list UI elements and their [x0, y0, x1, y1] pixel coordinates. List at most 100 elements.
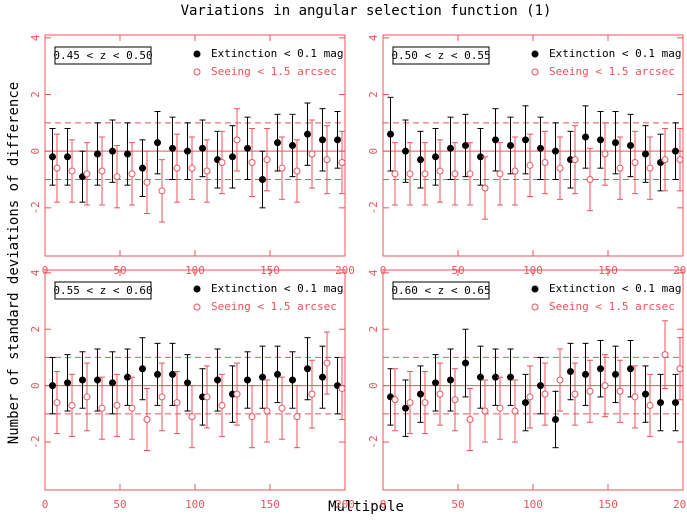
data-point [49, 153, 56, 161]
x-tick-label: 200 [335, 498, 355, 511]
data-point [49, 382, 56, 390]
data-point [319, 373, 326, 381]
y-tick-label: 0 [367, 148, 380, 155]
data-point [64, 153, 71, 161]
data-point [612, 139, 619, 147]
data-point [541, 159, 549, 166]
data-point [466, 170, 474, 178]
y-tick-label: 2 [29, 326, 42, 333]
legend-label: Extinction < 0.1 mag [211, 47, 343, 60]
data-point [556, 164, 564, 172]
data-point [53, 399, 61, 407]
legend-label: Extinction < 0.1 mag [211, 282, 343, 295]
data-point [642, 390, 649, 398]
data-point [113, 173, 121, 181]
legend-label: Seeing < 1.5 arcsec [211, 300, 337, 313]
data-point [646, 164, 654, 172]
y-tick-label: 2 [367, 326, 380, 333]
data-point [139, 164, 146, 172]
data-point [79, 376, 86, 384]
data-point [259, 176, 266, 183]
data-point [597, 365, 604, 373]
data-point [188, 164, 196, 172]
data-point [391, 396, 399, 404]
data-point [263, 407, 271, 415]
data-point [184, 147, 191, 155]
data-point [642, 150, 649, 158]
y-tick-label: 0 [367, 382, 380, 389]
data-point [244, 376, 251, 384]
data-point [616, 387, 624, 395]
y-tick-label: -2 [29, 201, 42, 214]
data-point [83, 170, 91, 178]
y-tick-label: 4 [367, 269, 380, 276]
data-point [627, 365, 634, 373]
data-point [68, 401, 76, 409]
data-point [128, 170, 136, 178]
data-point [586, 176, 594, 183]
data-point [571, 390, 579, 398]
data-point [274, 139, 281, 147]
data-point [94, 150, 101, 158]
data-point [421, 399, 429, 407]
data-point [496, 404, 504, 412]
data-point [496, 170, 504, 178]
data-point [109, 147, 116, 155]
x-tick-label: 150 [598, 498, 618, 511]
x-tick-label: 100 [523, 498, 543, 511]
y-tick-label: -2 [29, 435, 42, 448]
y-axis-label: Number of standard deviations of differe… [6, 82, 22, 444]
y-tick-label: 4 [29, 269, 42, 276]
data-point [244, 144, 251, 152]
data-point [631, 393, 639, 401]
data-point [672, 147, 679, 155]
x-axis-label: Multipole [328, 499, 404, 515]
data-point [522, 136, 529, 144]
data-point [402, 147, 409, 155]
data-point [263, 156, 271, 164]
data-point [94, 376, 101, 384]
data-point [526, 161, 534, 169]
x-tick-label: 150 [260, 498, 280, 511]
data-point [657, 399, 664, 407]
data-point [233, 136, 241, 144]
data-point [188, 413, 196, 421]
data-point [676, 156, 684, 164]
legend-marker [193, 50, 201, 58]
data-point [98, 167, 106, 175]
data-point [218, 401, 226, 409]
data-point [432, 379, 439, 387]
legend-marker [531, 303, 539, 311]
data-point [289, 376, 296, 384]
data-point [387, 130, 394, 138]
data-point [143, 178, 151, 186]
data-point [154, 370, 161, 378]
data-point [233, 390, 241, 398]
data-point [492, 136, 499, 144]
data-point [462, 142, 469, 149]
data-point [98, 404, 106, 412]
legend-label: Extinction < 0.1 mag [549, 47, 681, 60]
data-point [173, 399, 181, 407]
data-point [169, 144, 176, 152]
data-point [124, 373, 131, 381]
data-point [229, 153, 236, 161]
annotation: 0.50 < z < 0.55 [391, 49, 490, 62]
data-point [391, 170, 399, 178]
annotation-box [54, 46, 152, 65]
data-point [143, 415, 151, 423]
data-point [64, 379, 71, 387]
data-point [218, 159, 226, 166]
data-point [556, 376, 564, 384]
data-point [417, 156, 424, 164]
data-point [406, 170, 414, 178]
x-tick-label: 0 [42, 498, 49, 511]
annotation-box [54, 281, 152, 300]
legend-marker [531, 50, 539, 58]
data-point [571, 156, 579, 164]
data-point [541, 390, 549, 398]
data-point [481, 184, 489, 192]
data-point [567, 368, 574, 376]
data-point [661, 156, 669, 164]
data-point [68, 167, 76, 175]
